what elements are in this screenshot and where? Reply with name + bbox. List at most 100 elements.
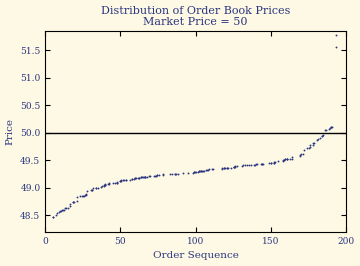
Point	[191, 170, 197, 174]
Point	[117, 179, 123, 184]
Point	[80, 194, 86, 198]
Point	[302, 148, 307, 152]
Point	[70, 200, 76, 204]
Point	[81, 193, 87, 198]
Point	[123, 178, 129, 182]
Point	[144, 174, 150, 179]
Point	[320, 133, 326, 138]
Point	[157, 173, 162, 177]
Point	[233, 164, 238, 169]
Point	[71, 200, 76, 204]
Point	[242, 163, 248, 167]
Point	[224, 166, 230, 170]
Point	[133, 176, 139, 181]
X-axis label: Order Sequence: Order Sequence	[153, 251, 239, 260]
Point	[199, 168, 205, 173]
Point	[118, 179, 124, 183]
Point	[185, 171, 190, 175]
Point	[59, 208, 65, 213]
Point	[219, 167, 225, 171]
Point	[297, 153, 302, 158]
Point	[248, 163, 253, 167]
Point	[62, 207, 67, 212]
Point	[56, 209, 62, 214]
Point	[175, 171, 181, 176]
Point	[139, 175, 145, 179]
Point	[127, 177, 132, 182]
Point	[298, 152, 304, 156]
Point	[289, 155, 295, 159]
Point	[268, 161, 274, 165]
Point	[282, 157, 287, 162]
Point	[161, 172, 166, 176]
Point	[231, 165, 237, 169]
Point	[53, 213, 59, 217]
Point	[136, 176, 142, 180]
Point	[311, 141, 316, 145]
Point	[192, 170, 198, 174]
Point	[306, 146, 312, 150]
Point	[154, 173, 160, 177]
Point	[221, 166, 227, 171]
Point	[232, 164, 238, 169]
Point	[204, 168, 210, 172]
Point	[197, 169, 203, 173]
Point	[289, 156, 294, 161]
Point	[58, 209, 63, 213]
Point	[221, 166, 227, 171]
Point	[206, 167, 212, 171]
Point	[244, 163, 250, 167]
Point	[118, 179, 123, 183]
Point	[54, 211, 60, 215]
Point	[260, 161, 265, 166]
Point	[113, 181, 118, 185]
Point	[284, 157, 289, 161]
Point	[102, 182, 108, 187]
Point	[140, 175, 146, 179]
Point	[58, 209, 64, 213]
Point	[327, 126, 333, 130]
Point	[231, 165, 237, 169]
Point	[153, 173, 159, 178]
Point	[252, 162, 258, 167]
Point	[110, 181, 116, 185]
Point	[89, 188, 94, 192]
Point	[196, 169, 202, 173]
Point	[132, 176, 138, 181]
Point	[129, 177, 135, 182]
Point	[142, 175, 148, 179]
Point	[235, 164, 240, 168]
Point	[254, 162, 260, 166]
Point	[198, 169, 204, 173]
Point	[240, 163, 246, 168]
Point	[271, 160, 277, 164]
Point	[284, 157, 290, 161]
Point	[328, 125, 334, 129]
Point	[167, 172, 173, 176]
Point	[200, 168, 206, 173]
Title: Distribution of Order Book Prices
Market Price = 50: Distribution of Order Book Prices Market…	[101, 6, 290, 27]
Point	[194, 170, 199, 174]
Point	[210, 167, 216, 171]
Point	[142, 175, 148, 179]
Point	[130, 177, 135, 181]
Point	[173, 172, 179, 176]
Point	[203, 168, 209, 172]
Point	[172, 172, 177, 176]
Point	[305, 146, 310, 150]
Point	[94, 186, 99, 190]
Point	[94, 186, 99, 190]
Point	[102, 183, 107, 187]
Point	[118, 178, 124, 182]
Point	[209, 167, 215, 171]
Point	[297, 153, 303, 157]
Point	[131, 177, 136, 181]
Point	[282, 157, 287, 161]
Point	[239, 164, 245, 168]
Point	[114, 180, 120, 184]
Point	[271, 160, 277, 165]
Point	[67, 203, 73, 208]
Point	[219, 166, 225, 171]
Point	[280, 158, 286, 163]
Point	[329, 124, 334, 129]
